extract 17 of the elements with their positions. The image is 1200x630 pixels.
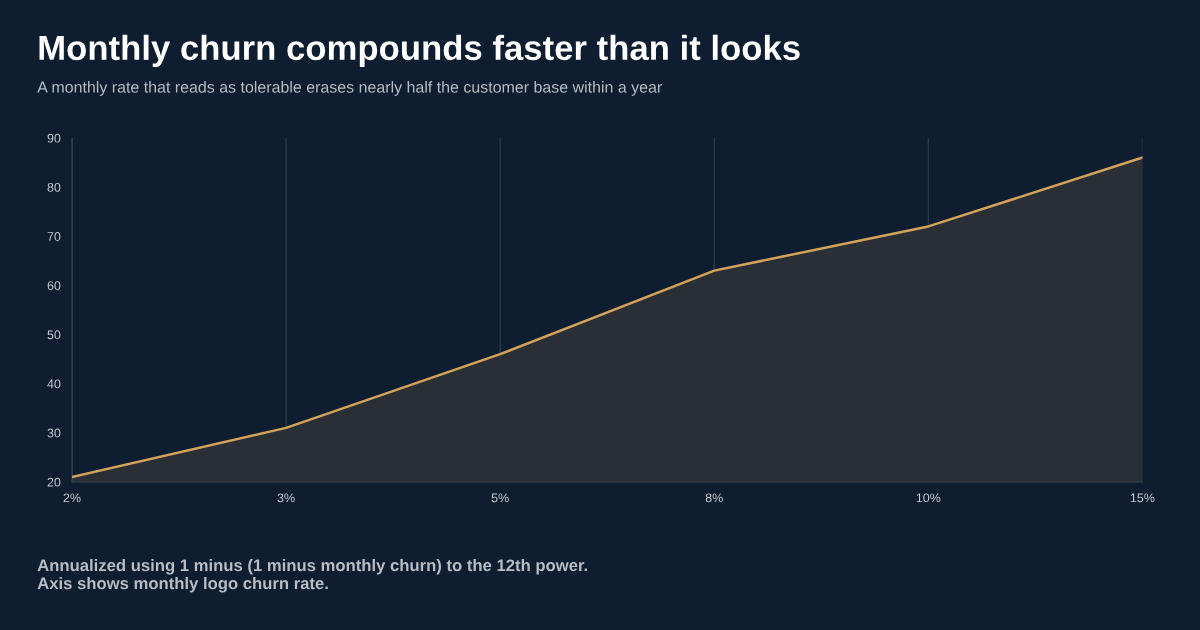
chart-subtitle: A monthly rate that reads as tolerable erases nearly half the customer base within a year xyxy=(37,81,662,96)
y-tick-label: 20 xyxy=(47,477,61,487)
y-tick-label: 60 xyxy=(47,281,61,291)
chart-title: Monthly churn compounds faster than it looks xyxy=(39,34,800,68)
x-tick-label: 2% xyxy=(63,493,81,503)
y-tick-label: 70 xyxy=(47,232,61,241)
text: Annualized using 1 minus (1 minus monthly churn) to the 12th power. Axis shows monthly logo churn rate. xyxy=(37,558,588,593)
x-tick-label: 10% xyxy=(916,493,941,503)
y-tick-label: 40 xyxy=(47,379,61,389)
x-tick-label: 15% xyxy=(1130,493,1155,503)
y-tick-label: 80 xyxy=(47,182,61,192)
y-tick-label: 30 xyxy=(47,428,61,438)
y-tick-label: 90 xyxy=(47,133,61,143)
y-tick-label: 50 xyxy=(47,330,61,340)
x-tick-label: 5% xyxy=(491,493,509,503)
x-tick-label: 3% xyxy=(277,493,295,503)
x-tick-label: 8% xyxy=(705,493,723,503)
